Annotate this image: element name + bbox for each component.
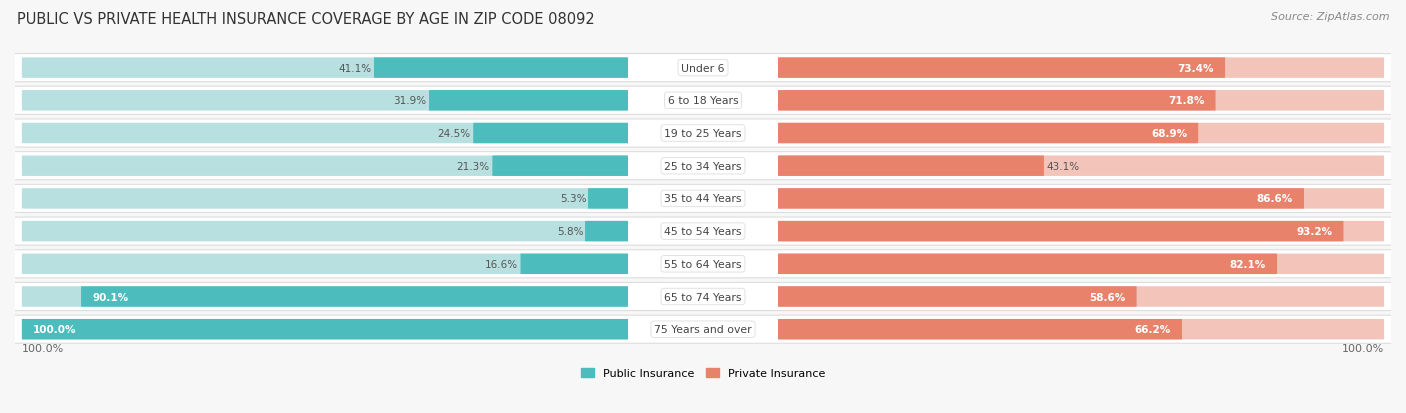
Text: 73.4%: 73.4% xyxy=(1178,64,1213,74)
Text: 75 Years and over: 75 Years and over xyxy=(654,325,752,335)
FancyBboxPatch shape xyxy=(778,58,1225,78)
Text: 6 to 18 Years: 6 to 18 Years xyxy=(668,96,738,106)
Text: Source: ZipAtlas.com: Source: ZipAtlas.com xyxy=(1271,12,1389,22)
FancyBboxPatch shape xyxy=(778,287,1136,307)
Text: 93.2%: 93.2% xyxy=(1296,227,1333,237)
FancyBboxPatch shape xyxy=(8,250,1398,278)
FancyBboxPatch shape xyxy=(8,218,1398,246)
FancyBboxPatch shape xyxy=(8,55,1398,83)
FancyBboxPatch shape xyxy=(8,152,1398,180)
Text: 86.6%: 86.6% xyxy=(1257,194,1294,204)
FancyBboxPatch shape xyxy=(778,287,1384,307)
FancyBboxPatch shape xyxy=(778,58,1384,78)
FancyBboxPatch shape xyxy=(778,156,1384,176)
Text: Under 6: Under 6 xyxy=(682,64,724,74)
FancyBboxPatch shape xyxy=(588,189,628,209)
FancyBboxPatch shape xyxy=(8,185,1398,213)
Text: 41.1%: 41.1% xyxy=(339,64,371,74)
FancyBboxPatch shape xyxy=(8,316,1398,344)
Text: 71.8%: 71.8% xyxy=(1168,96,1205,106)
FancyBboxPatch shape xyxy=(22,254,628,274)
Text: 16.6%: 16.6% xyxy=(485,259,517,269)
FancyBboxPatch shape xyxy=(8,283,1398,311)
Text: 21.3%: 21.3% xyxy=(457,161,489,171)
FancyBboxPatch shape xyxy=(22,287,628,307)
Text: 24.5%: 24.5% xyxy=(437,129,471,139)
FancyBboxPatch shape xyxy=(22,58,628,78)
FancyBboxPatch shape xyxy=(22,319,628,339)
FancyBboxPatch shape xyxy=(429,91,628,111)
FancyBboxPatch shape xyxy=(520,254,628,274)
Legend: Public Insurance, Private Insurance: Public Insurance, Private Insurance xyxy=(581,368,825,378)
FancyBboxPatch shape xyxy=(22,123,628,144)
FancyBboxPatch shape xyxy=(22,319,628,339)
FancyBboxPatch shape xyxy=(22,91,628,111)
Text: 65 to 74 Years: 65 to 74 Years xyxy=(664,292,742,302)
Text: 100.0%: 100.0% xyxy=(32,325,76,335)
FancyBboxPatch shape xyxy=(492,156,628,176)
Text: 82.1%: 82.1% xyxy=(1230,259,1265,269)
FancyBboxPatch shape xyxy=(778,221,1384,242)
FancyBboxPatch shape xyxy=(474,123,628,144)
Text: 100.0%: 100.0% xyxy=(22,343,65,353)
FancyBboxPatch shape xyxy=(8,87,1398,115)
Text: 55 to 64 Years: 55 to 64 Years xyxy=(664,259,742,269)
FancyBboxPatch shape xyxy=(778,319,1384,339)
FancyBboxPatch shape xyxy=(8,120,1398,148)
FancyBboxPatch shape xyxy=(778,123,1198,144)
FancyBboxPatch shape xyxy=(22,221,628,242)
Text: PUBLIC VS PRIVATE HEALTH INSURANCE COVERAGE BY AGE IN ZIP CODE 08092: PUBLIC VS PRIVATE HEALTH INSURANCE COVER… xyxy=(17,12,595,27)
FancyBboxPatch shape xyxy=(778,189,1303,209)
FancyBboxPatch shape xyxy=(778,189,1384,209)
FancyBboxPatch shape xyxy=(22,189,628,209)
Text: 19 to 25 Years: 19 to 25 Years xyxy=(664,129,742,139)
Text: 25 to 34 Years: 25 to 34 Years xyxy=(664,161,742,171)
Text: 43.1%: 43.1% xyxy=(1046,161,1080,171)
Text: 45 to 54 Years: 45 to 54 Years xyxy=(664,227,742,237)
FancyBboxPatch shape xyxy=(778,254,1277,274)
Text: 5.3%: 5.3% xyxy=(560,194,586,204)
FancyBboxPatch shape xyxy=(778,254,1384,274)
Text: 35 to 44 Years: 35 to 44 Years xyxy=(664,194,742,204)
Text: 90.1%: 90.1% xyxy=(91,292,128,302)
Text: 100.0%: 100.0% xyxy=(1341,343,1384,353)
FancyBboxPatch shape xyxy=(22,156,628,176)
Text: 31.9%: 31.9% xyxy=(394,96,426,106)
FancyBboxPatch shape xyxy=(585,221,628,242)
FancyBboxPatch shape xyxy=(778,91,1216,111)
FancyBboxPatch shape xyxy=(374,58,628,78)
Text: 68.9%: 68.9% xyxy=(1152,129,1187,139)
Text: 66.2%: 66.2% xyxy=(1135,325,1171,335)
FancyBboxPatch shape xyxy=(778,123,1384,144)
Text: 5.8%: 5.8% xyxy=(557,227,583,237)
FancyBboxPatch shape xyxy=(778,319,1182,339)
FancyBboxPatch shape xyxy=(778,221,1344,242)
FancyBboxPatch shape xyxy=(82,287,628,307)
FancyBboxPatch shape xyxy=(778,91,1384,111)
FancyBboxPatch shape xyxy=(778,156,1043,176)
Text: 58.6%: 58.6% xyxy=(1090,292,1126,302)
